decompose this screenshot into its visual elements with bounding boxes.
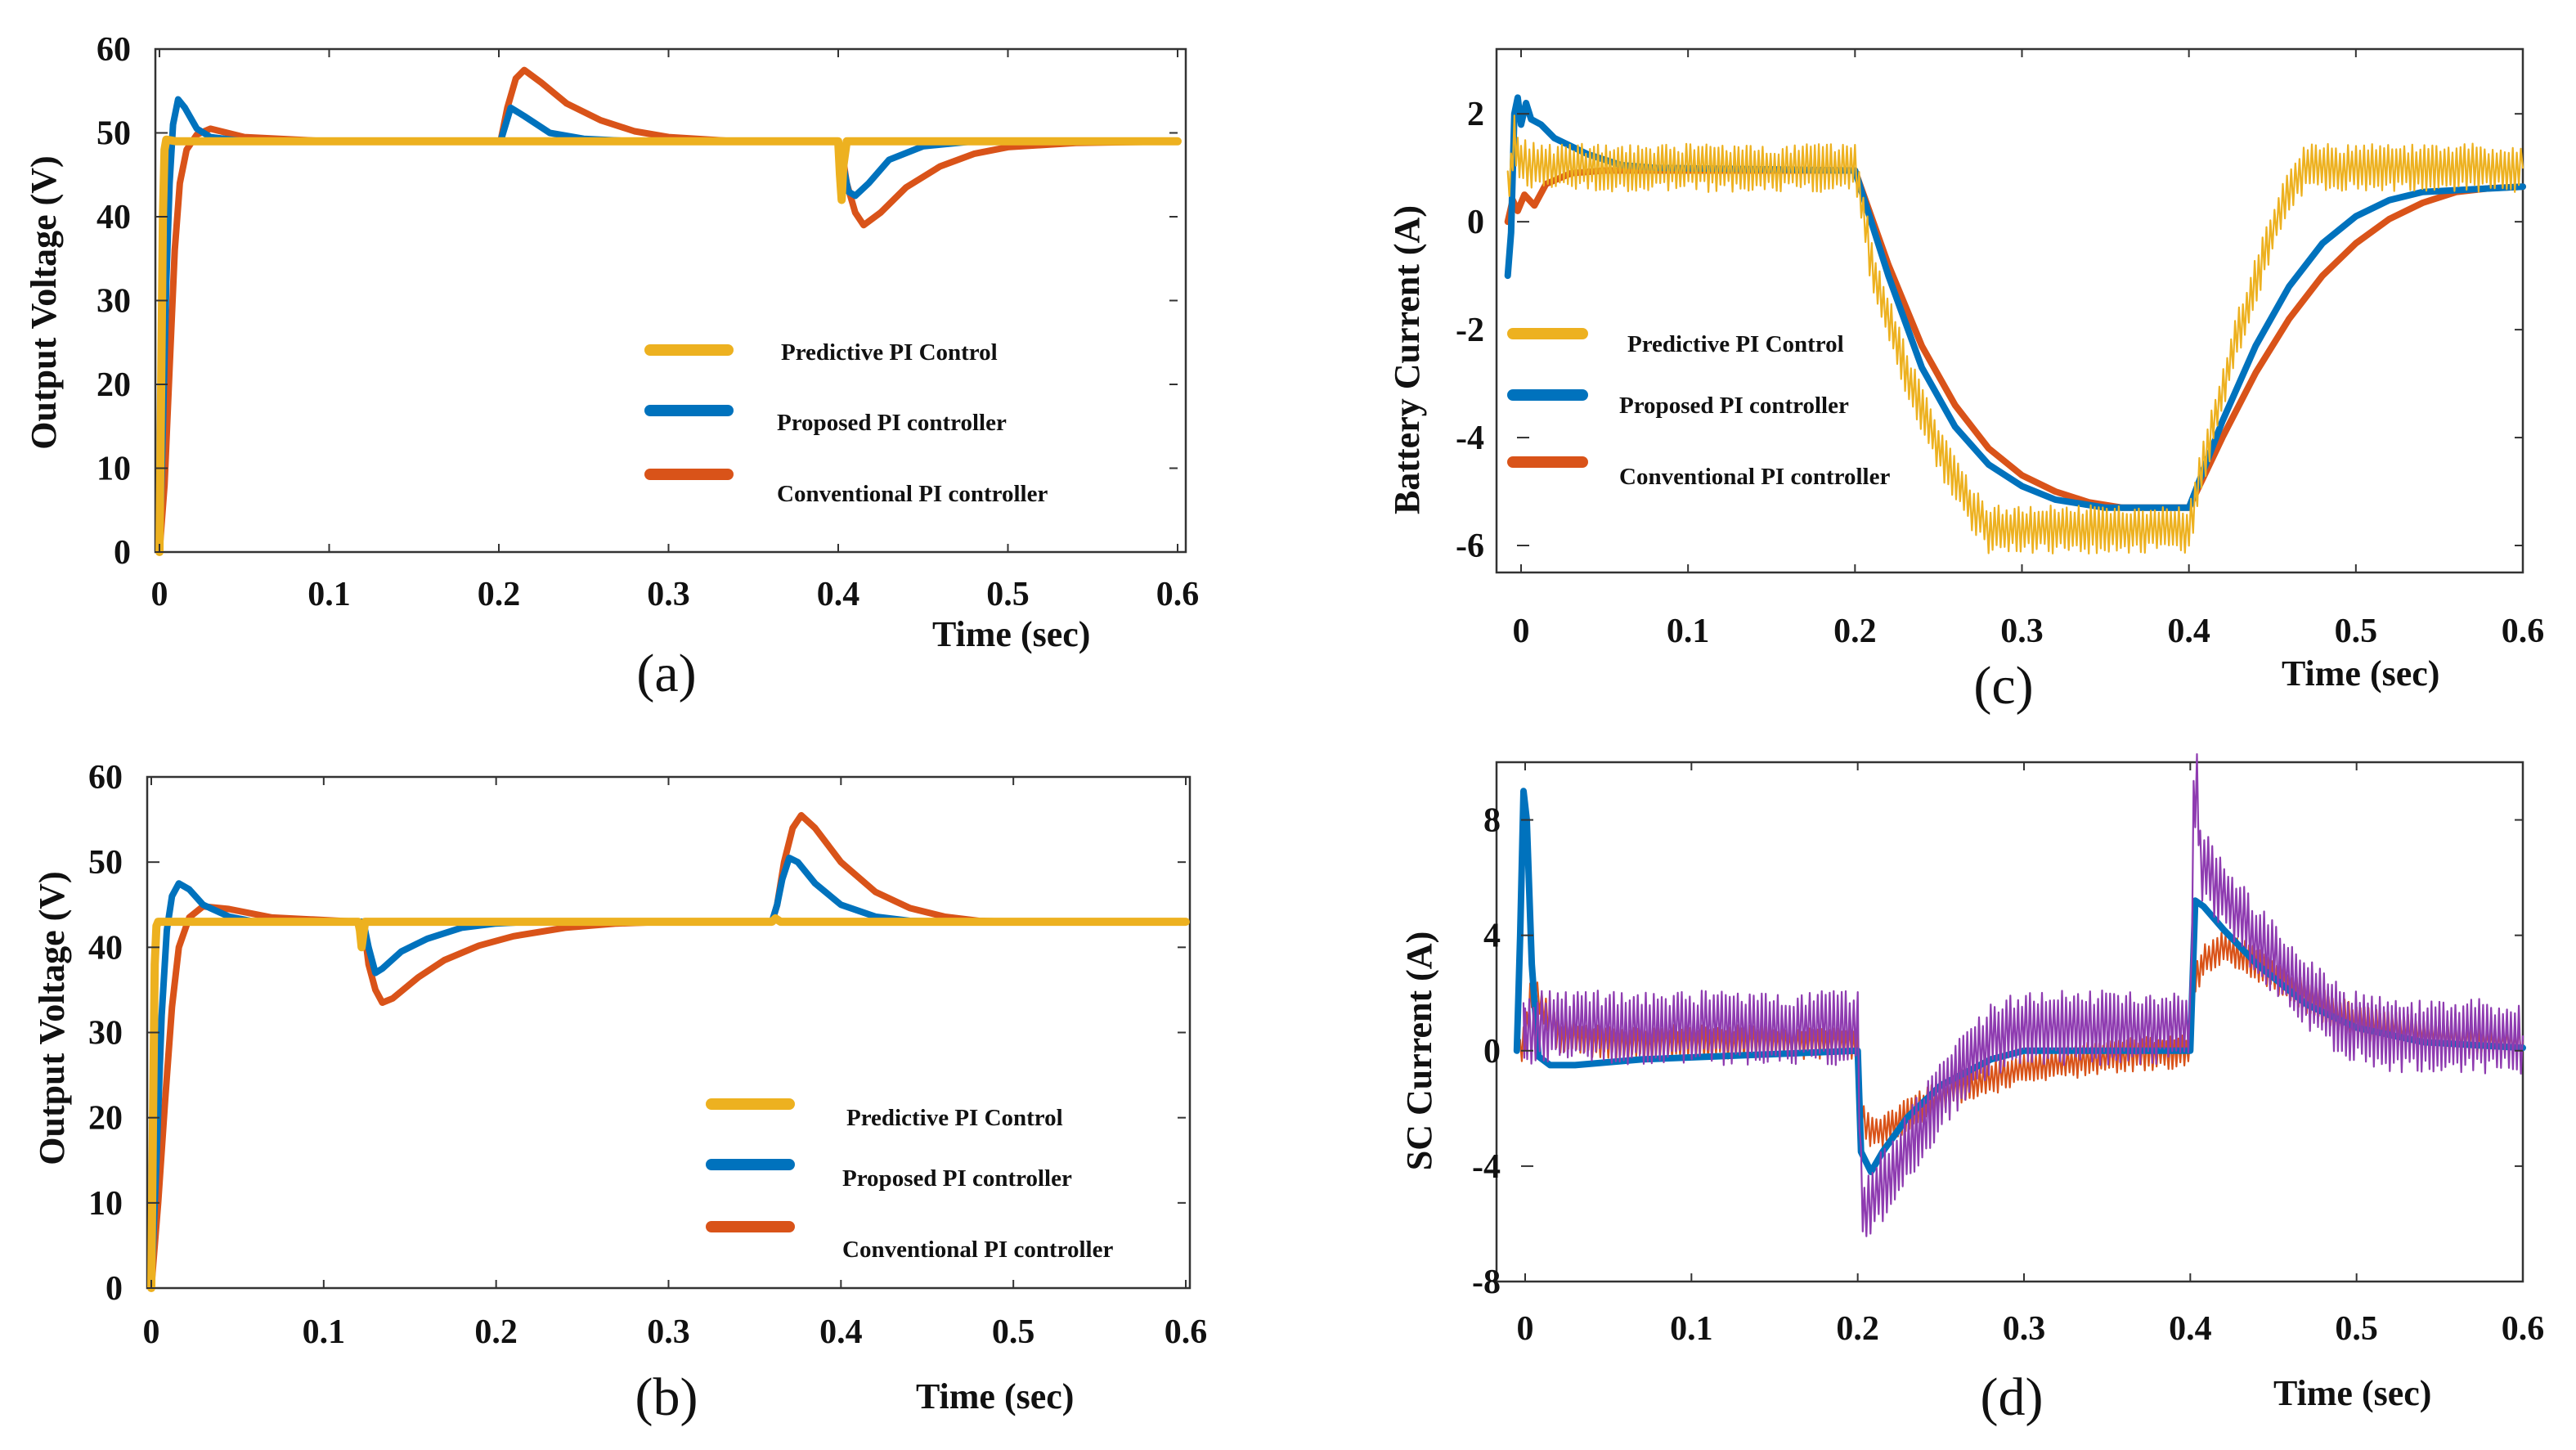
xtick-label: 0.2 (1836, 1310, 1879, 1348)
chart-a-panel-label: (a) (636, 644, 696, 703)
xtick-label: 0.4 (2169, 1310, 2212, 1348)
legend-c-label-conventional: Conventional PI controller (1619, 464, 1890, 490)
chart-c-frame (1495, 47, 2524, 574)
ytick-label: 30 (96, 283, 131, 321)
ytick-label: 0 (1467, 204, 1484, 241)
chart-b-ylabel: Output Voltage (V) (32, 871, 72, 1165)
xtick-label: 0.2 (1833, 613, 1877, 650)
chart-a-xlabel: Time (sec) (932, 614, 1090, 654)
legend-b-label-proposed: Proposed PI controller (842, 1165, 1072, 1192)
chart-b-panel-label: (b) (635, 1367, 698, 1427)
legend-a-label-proposed: Proposed PI controller (777, 410, 1007, 436)
series-line-d-sc-current (1522, 753, 2524, 1237)
xtick-label: 0.1 (1670, 1310, 1713, 1348)
chart-b-xlabel: Time (sec) (916, 1376, 1074, 1416)
chart-a-legend: Predictive PI Control Proposed PI contro… (644, 339, 1048, 507)
xtick-label: 0.1 (303, 1313, 346, 1351)
ytick-label: 2 (1467, 96, 1484, 133)
ytick-label: 50 (88, 844, 123, 882)
ytick-label: 0 (105, 1270, 123, 1308)
chart-a-ylabel: Output Voltage (V) (24, 155, 64, 449)
ytick-label: 40 (96, 199, 131, 236)
chart-a-ticks: 0 10 20 30 40 50 60 0 0.1 0.2 0.3 0.4 0.5 0.6 (96, 31, 1199, 613)
chart-d-ylabel: SC Current (A) (1399, 932, 1439, 1171)
legend-b-label-conventional: Conventional PI controller (842, 1237, 1113, 1263)
xtick-label: 0.2 (478, 576, 521, 613)
ytick-label: 30 (88, 1015, 123, 1053)
chart-d-series (1513, 753, 2526, 1237)
ytick-label: 0 (1483, 1033, 1501, 1071)
ytick-label: 10 (96, 451, 131, 488)
chart-c-ticks: -6 -4 -2 0 2 0 0.1 0.2 0.3 0.4 0.5 0.6 (1456, 49, 2544, 650)
ytick-label: 50 (96, 115, 131, 153)
series-line-b-predictive-pi-control (147, 914, 1190, 1292)
chart-d-xlabel: Time (sec) (2273, 1373, 2431, 1413)
xtick-label: 0 (1517, 1310, 1534, 1348)
xtick-label: 0.6 (2502, 1310, 2545, 1348)
xtick-label: 0.6 (1156, 576, 1200, 613)
xtick-label: 0 (143, 1313, 160, 1351)
chart-d: -8 -4 0 4 8 0 0.1 0.2 0.3 0.4 0.5 0.6 SC Current (A… (1399, 753, 2544, 1427)
ytick-label: -4 (1456, 420, 1484, 457)
chart-a-frame (154, 47, 1187, 554)
xtick-label: 0.5 (992, 1313, 1035, 1351)
ytick-label: 60 (96, 31, 131, 69)
ytick-label: 20 (88, 1100, 123, 1138)
xtick-label: 0 (1513, 613, 1530, 650)
ytick-label: -6 (1456, 527, 1484, 565)
legend-b-label-predictive: Predictive PI Control (846, 1105, 1063, 1131)
chart-d-ticks: -8 -4 0 4 8 0 0.1 0.2 0.3 0.4 0.5 0.6 (1472, 762, 2544, 1348)
chart-c: -6 -4 -2 0 2 0 0.1 0.2 0.3 0.4 0.5 0.6 Predictive P… (1387, 47, 2544, 716)
ytick-label: 60 (88, 759, 123, 797)
xtick-label: 0.5 (2335, 613, 2378, 650)
chart-b: 0 10 20 30 40 50 60 0 0.1 0.2 0.3 0.4 0.5 0.6 Predict… (32, 759, 1207, 1427)
series-line-b-proposed-pi-controller (148, 855, 1189, 1291)
xtick-label: 0.2 (474, 1313, 518, 1351)
xtick-label: 0.1 (307, 576, 351, 613)
chart-c-xlabel: Time (sec) (2282, 653, 2439, 694)
xtick-label: 0.3 (2003, 1310, 2046, 1348)
xtick-label: 0.6 (1165, 1313, 1208, 1351)
chart-c-legend: Predictive PI Control Proposed PI contro… (1507, 328, 1890, 490)
ytick-label: -8 (1472, 1264, 1501, 1301)
ytick-label: 0 (114, 534, 131, 572)
xtick-label: 0.4 (817, 576, 860, 613)
chart-c-panel-label: (c) (1973, 656, 2033, 716)
xtick-label: 0.1 (1667, 613, 1710, 650)
legend-c-label-proposed: Proposed PI controller (1619, 393, 1849, 419)
xtick-label: 0.3 (2000, 613, 2044, 650)
series-line-c-predictive-pi-control (1506, 114, 2524, 554)
xtick-label: 0.5 (2335, 1310, 2378, 1348)
xtick-label: 0.4 (2167, 613, 2210, 650)
ytick-label: 8 (1483, 802, 1501, 840)
chart-b-legend: Predictive PI Control Proposed PI contro… (706, 1098, 1113, 1263)
xtick-label: 0.3 (647, 576, 690, 613)
legend-c-label-predictive: Predictive PI Control (1627, 331, 1844, 357)
xtick-label: 0.3 (647, 1313, 690, 1351)
series-line-c-proposed-pi-controller (1504, 94, 2526, 511)
series-line-c-conventional-pi-controller (1504, 167, 2526, 511)
legend-a-label-predictive: Predictive PI Control (781, 339, 998, 366)
xtick-label: 0.6 (2502, 613, 2545, 650)
ytick-label: -2 (1456, 312, 1484, 349)
legend-a-label-conventional: Conventional PI controller (777, 481, 1048, 507)
chart-b-frame (146, 775, 1192, 1290)
chart-b-ticks: 0 10 20 30 40 50 60 0 0.1 0.2 0.3 0.4 0.5 0.6 (88, 759, 1207, 1351)
series-line-b-conventional-pi-controller (148, 811, 1189, 1291)
chart-d-panel-label: (d) (1981, 1367, 2044, 1427)
chart-c-ylabel: Battery Current (A) (1387, 205, 1427, 514)
ytick-label: 4 (1483, 918, 1501, 955)
ytick-label: 20 (96, 366, 131, 404)
series-line-a-proposed-pi-controller (156, 96, 1181, 555)
chart-c-series (1504, 94, 2526, 554)
ytick-label: 40 (88, 929, 123, 967)
ytick-label: -4 (1472, 1148, 1501, 1186)
ytick-label: 10 (88, 1185, 123, 1223)
chart-b-series (147, 811, 1190, 1292)
xtick-label: 0.4 (819, 1313, 863, 1351)
xtick-label: 0.5 (986, 576, 1030, 613)
chart-a: 0 10 20 30 40 50 60 0 0.1 0.2 0.3 0.4 0.5 0.6 Predict… (24, 31, 1199, 703)
xtick-label: 0 (151, 576, 168, 613)
